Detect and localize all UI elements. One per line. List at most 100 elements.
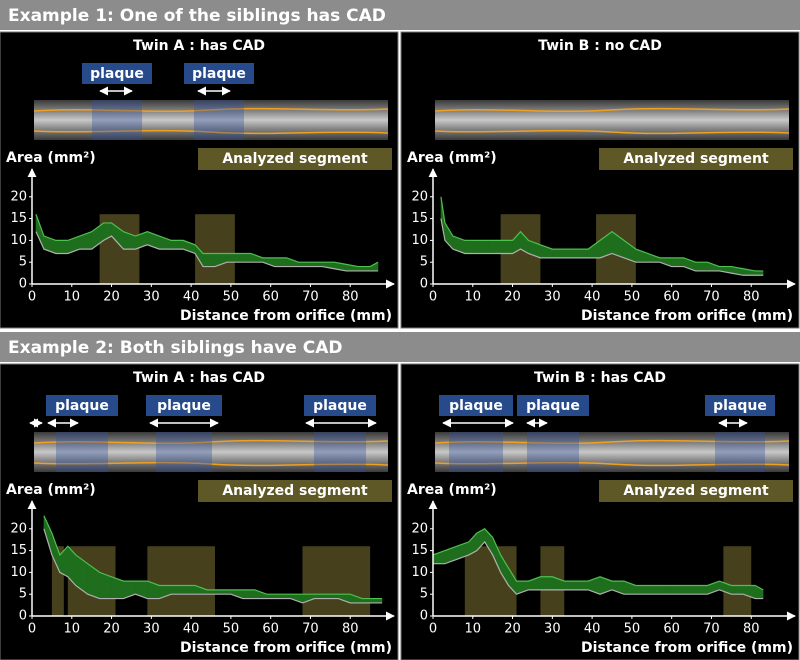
band-segment [671,257,684,267]
vessel-border [434,129,790,135]
x-tick-label: 60 [663,290,680,305]
y-tick-label: 15 [411,211,428,226]
plaque-shade [527,432,579,472]
band-segment [314,593,327,599]
plaque-shade [449,432,503,472]
plaque-label: plaque [713,398,767,414]
band-segment [647,585,660,595]
plaque-box [82,63,152,84]
band-segment [575,580,589,591]
y-tick-label: 20 [411,189,428,204]
band-segment [564,248,577,259]
y-tick-label: 0 [19,609,27,624]
plaque-box [439,395,513,416]
vessel-image [435,100,789,140]
panel: Twin B : no CAD Area (mm²) Analyzed segmen… [400,31,800,329]
x-tick-label: 10 [465,290,482,305]
y-tick-label: 10 [10,233,27,248]
band-segment [659,585,672,595]
lower-line [43,528,383,604]
x-tick-label: 50 [223,290,240,305]
y-axis-label: Area (mm²) [6,150,96,166]
band-segment [361,598,375,604]
band-segment [226,253,240,263]
x-tick-label: 30 [544,622,561,637]
example-bar [0,332,800,362]
panel-title: Twin A : has CAD [133,370,265,386]
plaque-shade [56,432,108,472]
upper-line [432,528,764,591]
x-tick-label: 0 [28,290,36,305]
x-tick-label: 40 [584,290,601,305]
plaque-label: plaque [157,398,211,414]
panel: Twin A : has CAD plaque plaque plaque Area (… [0,363,399,660]
upper-line [440,196,764,272]
vessel-border [33,129,389,135]
analyzed-segment [51,546,64,616]
vessel-image [34,100,388,140]
y-tick-label: 10 [10,565,27,580]
x-tick-label: 30 [143,290,160,305]
plaque-label: plaque [192,66,246,82]
upper-line [35,214,379,268]
band-segment [575,248,589,259]
band-segment [326,593,339,599]
x-tick-label: 20 [504,290,521,305]
analyzed-segment [147,546,215,616]
band-segment [266,593,279,599]
x-tick-label: 20 [504,622,521,637]
x-tick-label: 80 [743,622,760,637]
band-segment [671,585,684,595]
band-segment [500,240,513,254]
x-tick-label: 80 [342,622,359,637]
x-axis-label: Distance from orifice (mm) [180,308,392,324]
segment-label-box [198,480,392,502]
x-tick-label: 40 [183,622,200,637]
panel-title: Twin A : has CAD [133,38,265,54]
band-segment [695,585,708,595]
vessel-border [434,107,790,113]
segment-label: Analyzed segment [222,483,368,499]
x-tick-label: 40 [584,622,601,637]
x-tick-label: 0 [28,622,36,637]
x-tick-label: 40 [183,290,200,305]
plaque-box [184,63,254,84]
plaque-label: plaque [313,398,367,414]
x-tick-label: 30 [544,290,561,305]
plaque-box [705,395,775,416]
x-tick-label: 10 [64,622,81,637]
x-tick-label: 0 [429,622,437,637]
band-segment [298,261,311,267]
plaque-shade [314,432,366,472]
x-tick-label: 60 [663,622,680,637]
band-segment [242,589,256,599]
band-segment [357,266,371,272]
x-tick-label: 80 [342,290,359,305]
y-tick-label: 15 [411,543,428,558]
lower-line [35,231,379,272]
band-segment [464,240,478,254]
x-axis-label: Distance from orifice (mm) [581,640,793,656]
band-segment [202,253,216,267]
y-tick-label: 0 [420,277,428,292]
band-segment [55,240,69,254]
vessel-image [34,432,388,472]
band-segment [635,585,649,595]
x-tick-label: 30 [143,622,160,637]
lower-line [440,218,764,276]
y-tick-label: 5 [420,255,428,270]
plaque-label: plaque [55,398,109,414]
lower-line [433,540,764,600]
y-tick-label: 0 [420,609,428,624]
plaque-shade [194,100,244,140]
segment-label: Analyzed segment [222,151,368,167]
segment-label: Analyzed segment [623,483,769,499]
band-segment [278,593,291,599]
band-segment [274,257,287,267]
panel-title: Twin B : has CAD [534,370,666,386]
x-axis-label: Distance from orifice (mm) [180,640,392,656]
band-segment [170,240,184,250]
plaque-box [46,395,118,416]
y-tick-label: 10 [411,233,428,248]
